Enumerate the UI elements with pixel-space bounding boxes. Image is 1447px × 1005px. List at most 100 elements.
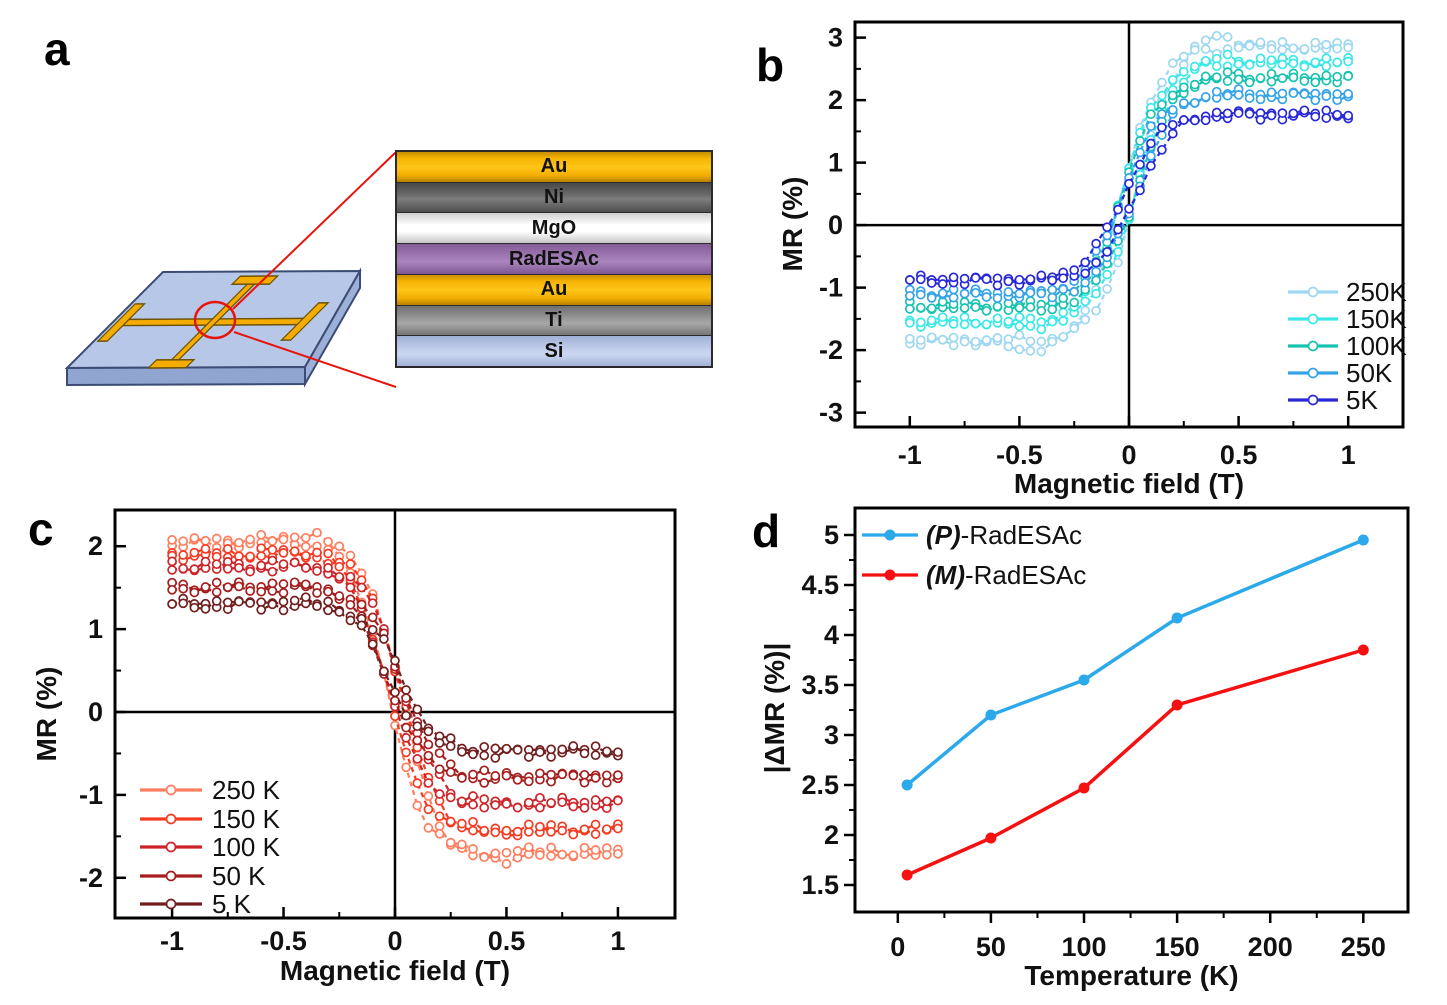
b-x-tick-label: 1 [1341, 440, 1356, 470]
b-data-marker [1047, 304, 1058, 315]
c-x-tick-label: 0 [387, 926, 402, 956]
c-data-marker [167, 535, 177, 545]
b-data-marker [937, 312, 948, 323]
c-data-marker [535, 821, 545, 832]
b-data-marker [1178, 51, 1189, 62]
c-data-marker [457, 839, 467, 850]
stack-layer-ni-1: Ni [397, 181, 711, 213]
c-data-marker [457, 746, 467, 757]
c-x-tick-label: 1 [610, 926, 625, 956]
b-data-marker [1014, 330, 1025, 341]
b-data-marker [1200, 92, 1211, 102]
c-data-marker [245, 534, 255, 545]
d-data-point [1171, 612, 1183, 624]
b-data-marker [1091, 275, 1101, 286]
b-data-marker [1310, 77, 1321, 88]
b-data-marker [1146, 109, 1156, 120]
b-data-marker [1069, 286, 1080, 297]
c-data-marker [434, 738, 445, 748]
b-data-marker [1135, 136, 1145, 146]
b-data-marker [915, 289, 926, 300]
b-data-marker [1233, 90, 1244, 100]
c-data-marker [245, 566, 255, 577]
b-data-marker [1200, 55, 1211, 66]
stack-layer-label: RadESAc [508, 247, 600, 270]
c-data-marker [423, 791, 434, 801]
b-data-marker [1189, 45, 1200, 55]
c-x-tick-label: 0.5 [488, 926, 526, 956]
c-data-marker [557, 744, 568, 755]
b-data-marker [926, 278, 937, 288]
b-data-marker [1288, 72, 1299, 83]
c-data-marker [200, 582, 211, 592]
b-data-marker [1321, 39, 1332, 50]
b-data-marker [970, 287, 981, 298]
c-data-marker [234, 537, 244, 548]
b-legend-marker [1307, 367, 1319, 379]
c-data-marker [323, 548, 333, 559]
b-data-marker [915, 317, 926, 328]
c-data-marker [267, 566, 278, 577]
c-data-marker [189, 564, 200, 574]
c-data-marker [211, 559, 222, 570]
c-data-marker [590, 773, 601, 783]
c-legend-label-5K: 5 K [212, 889, 252, 919]
c-data-marker [457, 818, 467, 829]
c-data-marker [468, 816, 478, 827]
b-data-marker [1321, 70, 1332, 81]
c-data-marker [345, 559, 356, 569]
c-data-marker [557, 849, 568, 860]
b-data-marker [1102, 247, 1112, 257]
b-y-axis-title: MR (%) [777, 177, 808, 272]
b-x-tick-label: -1 [898, 440, 922, 470]
c-data-marker [490, 800, 501, 810]
c-data-marker [601, 796, 612, 807]
c-data-marker [200, 544, 211, 554]
b-data-marker [1058, 316, 1069, 326]
b-data-marker [1058, 331, 1069, 342]
c-data-marker [512, 745, 523, 755]
c-data-marker [445, 759, 456, 770]
c-data-marker [256, 551, 267, 561]
c-data-marker [356, 582, 367, 593]
hall-bar-electrodes [96, 275, 330, 369]
callout-line-bottom [233, 331, 397, 388]
c-data-marker [501, 825, 512, 836]
c-data-marker [401, 685, 411, 695]
c-data-marker [590, 819, 601, 830]
c-data-marker [445, 816, 456, 827]
b-data-marker [992, 301, 1003, 312]
c-data-marker [479, 778, 490, 788]
c-data-marker [523, 797, 534, 808]
b-data-marker [1211, 107, 1222, 118]
b-data-marker [904, 290, 915, 301]
b-data-marker [1124, 203, 1134, 214]
stack-layer-si-6: Si [397, 335, 711, 367]
b-data-marker [1146, 121, 1156, 131]
c-data-marker [412, 778, 423, 788]
c-data-marker [300, 550, 311, 561]
chart-panel-c: -1 -0.5 0 0.5 1 -2 -1 0 1 2 Magnetic field (T) MR (… [31, 508, 677, 986]
c-data-marker [557, 825, 568, 836]
b-data-marker [1157, 109, 1167, 119]
c-data-marker [312, 588, 322, 598]
c-data-marker [267, 536, 278, 546]
b-data-marker [1255, 53, 1266, 64]
c-data-marker [579, 748, 590, 759]
c-data-marker [546, 797, 556, 808]
c-data-marker [490, 753, 501, 763]
c-data-marker [546, 851, 556, 861]
b-data-marker [970, 336, 981, 347]
c-data-marker [312, 566, 322, 576]
c-data-marker [579, 803, 590, 813]
b-data-marker [970, 318, 981, 329]
b-data-marker [1102, 284, 1112, 294]
c-data-marker [445, 741, 456, 752]
chart-panel-d: 0 50 100 150 200 250 1.5 2 2.5 3 3.5 4 4.5 5 Temperatu… [759, 506, 1410, 991]
b-data-marker [1058, 273, 1069, 284]
b-data-marker [1157, 90, 1167, 101]
c-data-marker [278, 579, 289, 589]
c-data-marker [568, 770, 579, 781]
b-data-marker [1233, 108, 1244, 118]
